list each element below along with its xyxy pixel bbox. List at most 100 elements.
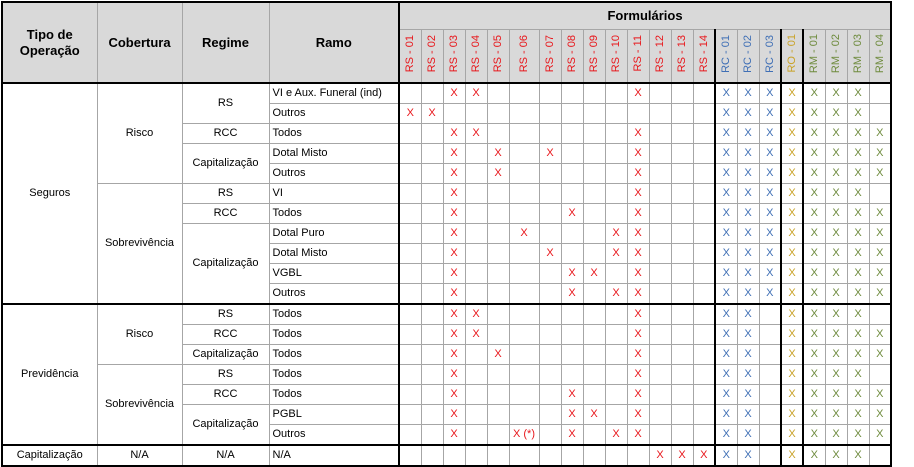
empty-cell: [508, 163, 540, 184]
mark-cell: X: [442, 283, 466, 305]
table-row: Sobrevivência RS Todos X X X X X X X X: [2, 364, 892, 446]
empty-cell: [582, 143, 606, 164]
empty-cell: [538, 364, 562, 385]
mark-cell: X: [442, 384, 466, 405]
empty-cell: [398, 183, 422, 204]
mark-cell: X: [464, 303, 488, 325]
empty-cell: [508, 82, 540, 104]
mark-cell: X: [714, 103, 738, 124]
empty-cell: [538, 444, 562, 467]
forms-matrix-table: Tipo de Operação Cobertura Regime Ramo F…: [1, 1, 892, 467]
mark-cell: X: [486, 143, 510, 164]
mark-cell: X: [560, 424, 584, 446]
mark-cell: X: [626, 364, 650, 385]
mark-cell: X: [758, 263, 782, 284]
table-row: Capitalização Dotal Puro X X X X X X X X X X X X: [2, 223, 892, 305]
empty-cell: [442, 103, 466, 124]
ramo-cell: Todos: [268, 384, 400, 405]
empty-cell: [582, 223, 606, 244]
empty-cell: [538, 82, 562, 104]
empty-cell: [420, 82, 444, 104]
mark-cell: X: [398, 103, 422, 124]
empty-cell: [868, 183, 892, 204]
form-header-rs-05: RS - 05: [486, 29, 510, 84]
mark-cell: X: [846, 263, 870, 284]
regime-cell: RS: [181, 303, 270, 325]
mark-cell: X: [780, 103, 804, 124]
mark-cell: X: [758, 243, 782, 264]
empty-cell: [758, 404, 782, 425]
empty-cell: [420, 384, 444, 405]
mark-cell: X: [736, 344, 760, 365]
mark-cell: X: [802, 223, 826, 244]
empty-cell: [420, 263, 444, 284]
empty-cell: [486, 82, 510, 104]
mark-cell: X: [780, 143, 804, 164]
empty-cell: [648, 344, 672, 365]
empty-cell: [604, 123, 628, 144]
empty-cell: [604, 183, 628, 204]
empty-cell: [560, 103, 584, 124]
empty-cell: [464, 344, 488, 365]
table-row: Previdência Risco RS Todos X X X X X X X X X: [1, 303, 892, 446]
empty-cell: [582, 444, 606, 467]
regime-cell: RCC: [181, 203, 270, 224]
empty-cell: [398, 82, 422, 104]
mark-cell: X: [442, 263, 466, 284]
mark-cell: X: [824, 263, 848, 284]
ramo-cell: Dotal Misto: [268, 243, 400, 264]
empty-cell: [670, 263, 694, 284]
mark-cell: X: [420, 103, 444, 124]
empty-cell: [420, 143, 444, 164]
mark-cell: X: [824, 303, 848, 325]
empty-cell: [538, 324, 562, 345]
empty-cell: [670, 384, 694, 405]
empty-cell: [420, 404, 444, 425]
mark-cell: X: [626, 82, 650, 104]
form-code-label: RO - 01: [786, 34, 798, 73]
header-formularios: Formulários: [398, 1, 892, 30]
mark-cell: X: [780, 324, 804, 345]
mark-cell: X: [442, 324, 466, 345]
mark-cell: X: [648, 444, 672, 467]
form-codes-row: RS - 01 RS - 02 RS - 03 RS - 04 RS - 05 RS - …: [2, 29, 892, 84]
mark-cell: X: [464, 82, 488, 104]
empty-cell: [670, 344, 694, 365]
empty-cell: [560, 143, 584, 164]
empty-cell: [486, 243, 510, 264]
mark-cell: X: [780, 82, 804, 104]
empty-cell: [508, 203, 540, 224]
empty-cell: [420, 324, 444, 345]
form-header-rc-02: RC - 02: [736, 29, 760, 84]
empty-cell: [670, 163, 694, 184]
mark-cell: X: [714, 283, 738, 305]
mark-cell: X: [824, 324, 848, 345]
empty-cell: [670, 203, 694, 224]
regime-cell: RS: [181, 183, 270, 204]
empty-cell: [604, 384, 628, 405]
form-code-label: RM - 01: [808, 33, 821, 74]
empty-cell: [692, 123, 716, 144]
mark-cell: X: [868, 203, 892, 224]
regime-cell: RS: [181, 364, 270, 385]
empty-cell: [538, 303, 562, 325]
form-code-label: RM - 04: [873, 33, 886, 74]
mark-cell: X: [868, 243, 892, 264]
mark-cell: X: [442, 183, 466, 204]
form-header-rm-03: RM - 03: [846, 29, 870, 84]
empty-cell: [670, 303, 694, 325]
mark-cell: X: [780, 444, 804, 467]
mark-cell: X: [714, 123, 738, 144]
mark-cell: X: [736, 404, 760, 425]
ramo-cell: Todos: [268, 364, 400, 385]
mark-cell: X: [868, 123, 892, 144]
mark-cell: X: [824, 404, 848, 425]
empty-cell: [538, 183, 562, 204]
mark-cell: X: [714, 404, 738, 425]
mark-cell: X: [802, 82, 826, 104]
empty-cell: [604, 103, 628, 124]
form-header-rs-14: RS - 14: [692, 29, 716, 84]
mark-cell: X: [714, 444, 738, 467]
mark-cell: X: [626, 344, 650, 365]
ramo-cell: PGBL: [268, 404, 400, 425]
